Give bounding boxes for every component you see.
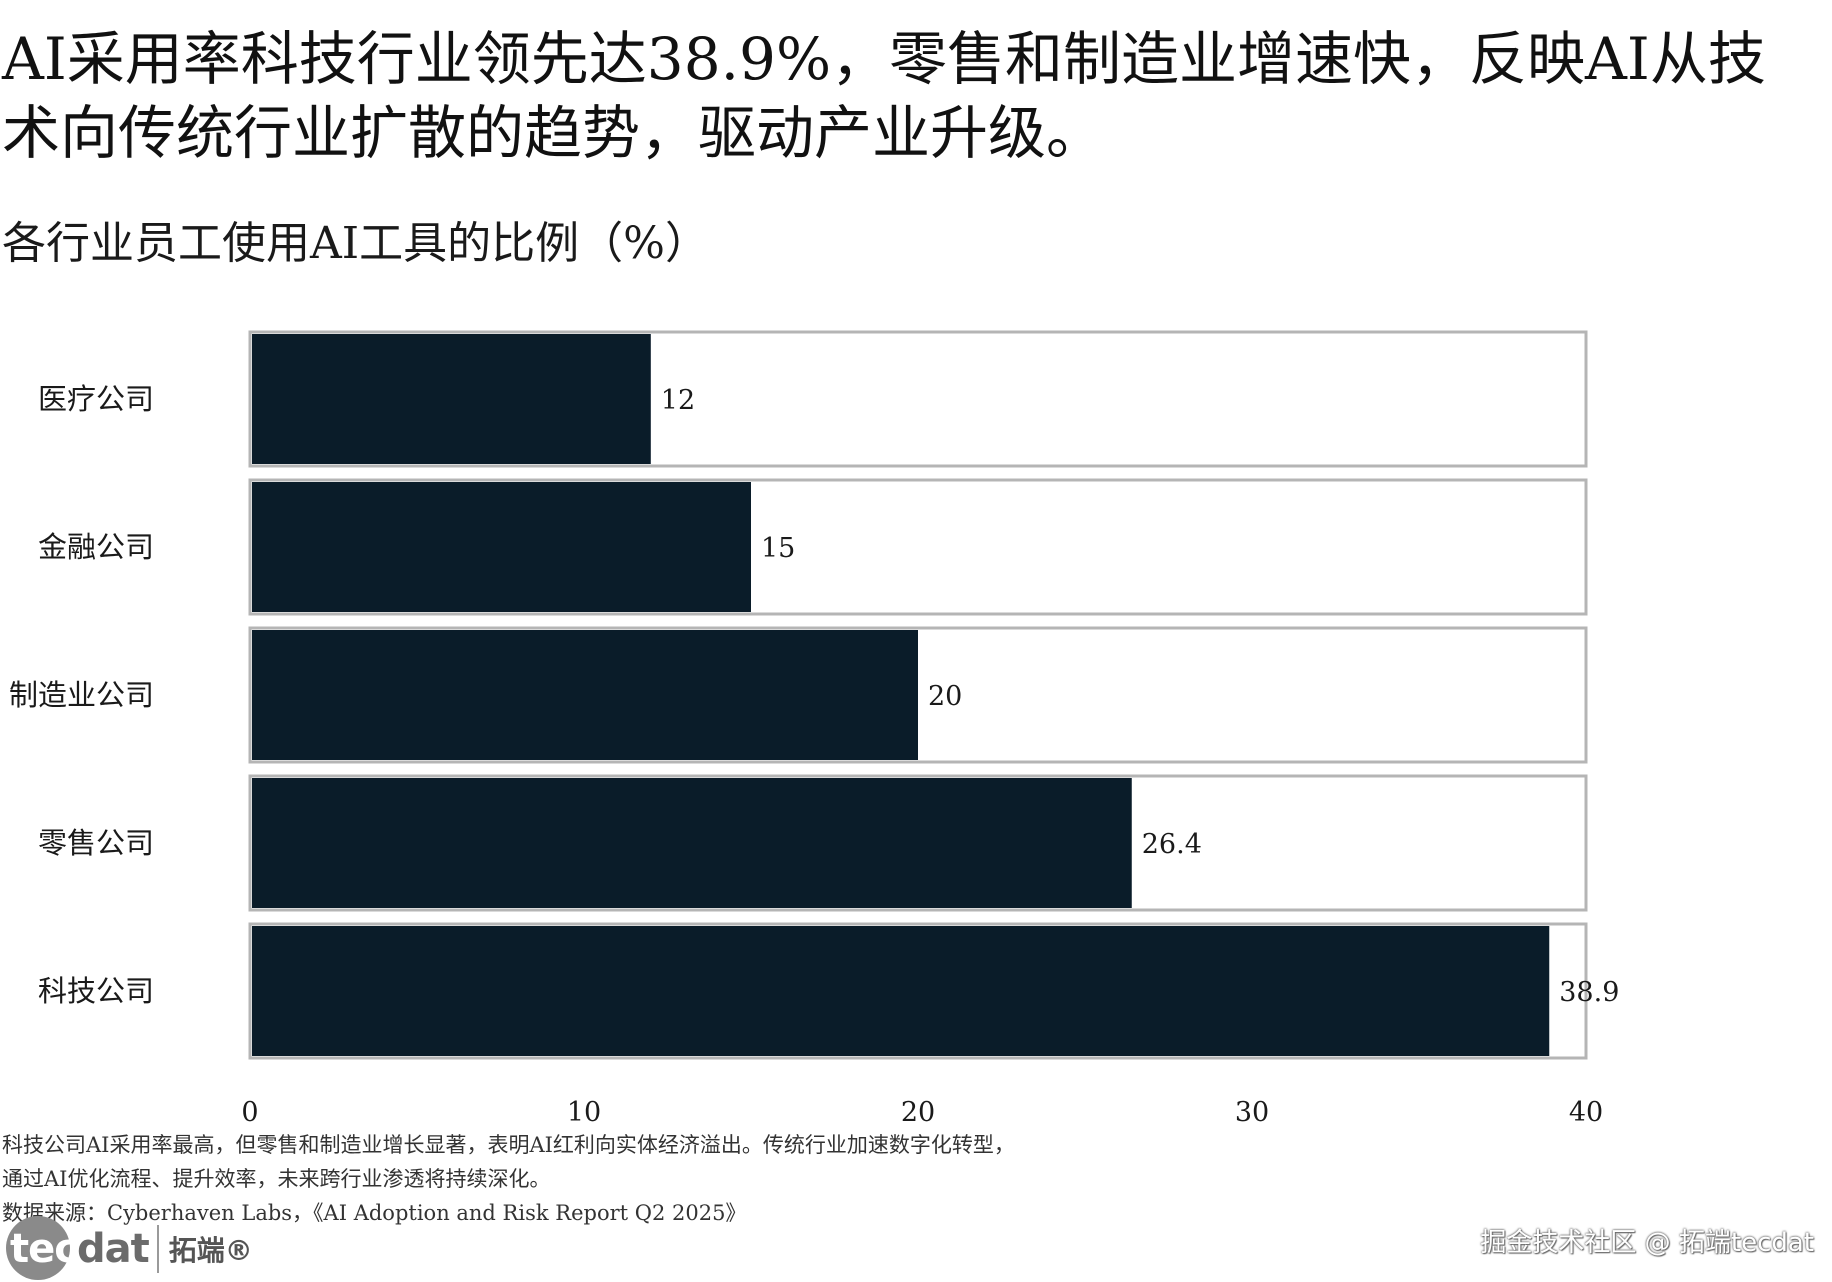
category-label: 制造业公司: [9, 678, 154, 712]
bar-chart: 医疗公司 12 金融公司 15 制造业公司 20 零售公司 26.4 科技公司 38.9 0 10 2…: [9, 330, 1619, 1128]
x-tick-label: 20: [901, 1097, 935, 1128]
category-label: 零售公司: [38, 826, 154, 860]
data-label: 20: [928, 681, 962, 712]
watermark: 掘金技术社区 @ 拓端tecdat: [1480, 1228, 1814, 1258]
bars-layer: 医疗公司 12 金融公司 15 制造业公司 20 零售公司 26.4 科技公司 38.9: [9, 330, 1619, 1060]
x-tick-label: 10: [567, 1097, 601, 1128]
x-tick-label: 30: [1235, 1097, 1269, 1128]
logo-divider: [156, 1225, 159, 1273]
bar: [252, 778, 1132, 908]
data-label: 38.9: [1559, 977, 1619, 1008]
tecdat-logo: tecdat 拓端®: [0, 1216, 253, 1282]
data-label: 15: [761, 533, 795, 564]
note-line-1: 科技公司AI采用率最高，但零售和制造业增长显著，表明AI红利向实体经济溢出。传统…: [2, 1133, 1015, 1157]
logo-circle-icon: [6, 1216, 70, 1280]
chart-title: 各行业员工使用AI工具的比例（%）: [2, 218, 709, 269]
bar: [252, 334, 651, 464]
x-tick-label: 0: [241, 1097, 258, 1128]
note-line-2: 通过AI优化流程、提升效率，未来跨行业渗透将持续深化。: [2, 1167, 551, 1191]
logo-chinese-name: 拓端®: [168, 1234, 253, 1267]
bar: [252, 482, 751, 612]
headline: AI采用率科技行业领先达38.9%，零售和制造业增速快，反映AI从技术向传统行业…: [2, 25, 1766, 167]
data-label: 12: [661, 385, 695, 416]
x-tick-label: 40: [1569, 1097, 1603, 1128]
x-axis-ticks: 0 10 20 30 40: [241, 1097, 1603, 1128]
source-note: 数据来源：Cyberhaven Labs，《AI Adoption and Ri…: [2, 1201, 747, 1225]
data-label: 26.4: [1142, 829, 1202, 860]
bar: [252, 630, 918, 760]
category-label: 科技公司: [38, 974, 154, 1008]
chart-notes: 科技公司AI采用率最高，但零售和制造业增长显著，表明AI红利向实体经济溢出。传统…: [2, 1128, 1015, 1230]
category-label: 医疗公司: [38, 382, 154, 416]
logo-wordmark: tecdat: [10, 1226, 150, 1272]
bar: [252, 926, 1550, 1056]
category-label: 金融公司: [38, 530, 154, 564]
